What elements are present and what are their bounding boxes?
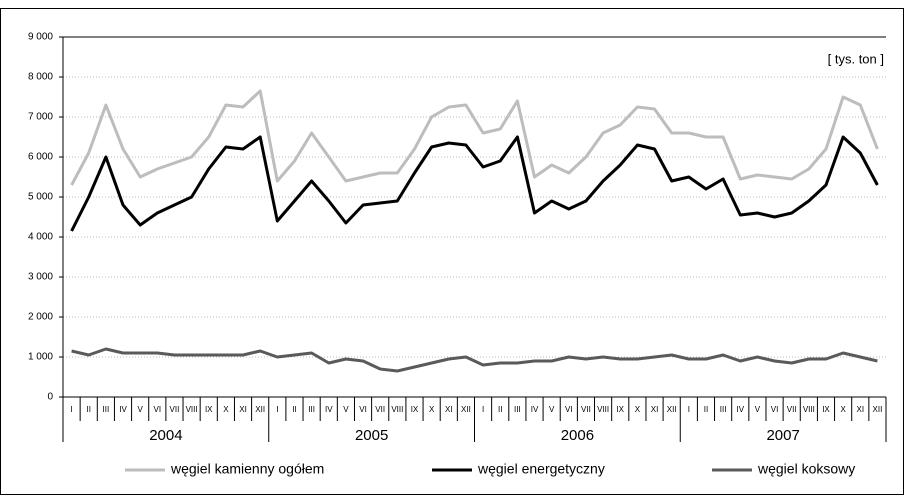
- x-tick-label: XII: [255, 405, 265, 414]
- x-tick-label: V: [343, 405, 349, 414]
- x-tick-label: III: [308, 405, 315, 414]
- x-tick-label: II: [498, 405, 502, 414]
- x-tick-label: XII: [873, 405, 883, 414]
- year-label: 2005: [355, 427, 388, 444]
- x-tick-label: X: [635, 405, 641, 414]
- x-tick-label: VIII: [803, 405, 815, 414]
- x-tick-label: VII: [581, 405, 591, 414]
- x-tick-label: VII: [375, 405, 385, 414]
- x-tick-label: IV: [119, 405, 127, 414]
- x-tick-label: X: [429, 405, 435, 414]
- x-tick-label: VII: [170, 405, 180, 414]
- x-tick-label: V: [549, 405, 555, 414]
- x-tick-label: I: [482, 405, 484, 414]
- x-tick-label: VI: [359, 405, 367, 414]
- x-tick-label: I: [688, 405, 690, 414]
- x-tick-label: IX: [411, 405, 419, 414]
- x-tick-label: VI: [154, 405, 162, 414]
- x-tick-label: X: [223, 405, 229, 414]
- legend-label: węgiel koksowy: [757, 461, 855, 477]
- x-tick-label: IV: [736, 405, 744, 414]
- x-tick-label: V: [137, 405, 143, 414]
- x-tick-label: VI: [771, 405, 779, 414]
- year-label: 2004: [149, 427, 182, 444]
- x-tick-label: IV: [325, 405, 333, 414]
- x-tick-label: IX: [205, 405, 213, 414]
- y-tick-label: 6 000: [28, 152, 53, 163]
- y-tick-label: 2 000: [28, 312, 53, 323]
- unit-annotation: [ tys. ton ]: [828, 51, 884, 66]
- series-line: [70, 135, 879, 232]
- x-tick-label: IX: [822, 405, 830, 414]
- year-label: 2007: [766, 427, 799, 444]
- y-tick-label: 5 000: [28, 192, 53, 203]
- x-tick-label: I: [70, 405, 72, 414]
- y-tick-label: 3 000: [28, 272, 53, 283]
- x-tick-label: VI: [565, 405, 573, 414]
- x-tick-label: XII: [667, 405, 677, 414]
- x-tick-label: IV: [531, 405, 539, 414]
- x-tick-label: II: [704, 405, 708, 414]
- y-tick-label: 1 000: [28, 352, 53, 363]
- x-tick-label: IX: [616, 405, 624, 414]
- x-tick-label: XI: [857, 405, 865, 414]
- series-line: [70, 89, 879, 186]
- x-tick-label: VIII: [186, 405, 198, 414]
- legend-label: węgiel kamienny ogółem: [170, 461, 324, 477]
- x-tick-label: V: [755, 405, 761, 414]
- x-tick-label: X: [840, 405, 846, 414]
- legend-label: węgiel energetyczny: [477, 461, 605, 477]
- year-label: 2006: [561, 427, 594, 444]
- x-tick-label: XII: [461, 405, 471, 414]
- x-tick-label: I: [276, 405, 278, 414]
- frame: [0, 8, 904, 495]
- y-tick-label: 8 000: [28, 72, 53, 83]
- x-tick-label: XI: [651, 405, 659, 414]
- series-line: [71, 347, 878, 373]
- x-tick-label: VII: [787, 405, 797, 414]
- x-tick-label: III: [720, 405, 727, 414]
- x-tick-label: VIII: [597, 405, 609, 414]
- y-tick-label: 0: [47, 392, 53, 403]
- x-tick-label: XI: [239, 405, 247, 414]
- y-tick-label: 9 000: [28, 32, 53, 43]
- x-tick-label: VIII: [391, 405, 403, 414]
- x-tick-label: III: [103, 405, 110, 414]
- y-tick-label: 7 000: [28, 112, 53, 123]
- x-tick-label: II: [86, 405, 90, 414]
- x-tick-label: II: [292, 405, 296, 414]
- x-tick-label: XI: [445, 405, 453, 414]
- x-tick-label: III: [514, 405, 521, 414]
- y-tick-label: 4 000: [28, 232, 53, 243]
